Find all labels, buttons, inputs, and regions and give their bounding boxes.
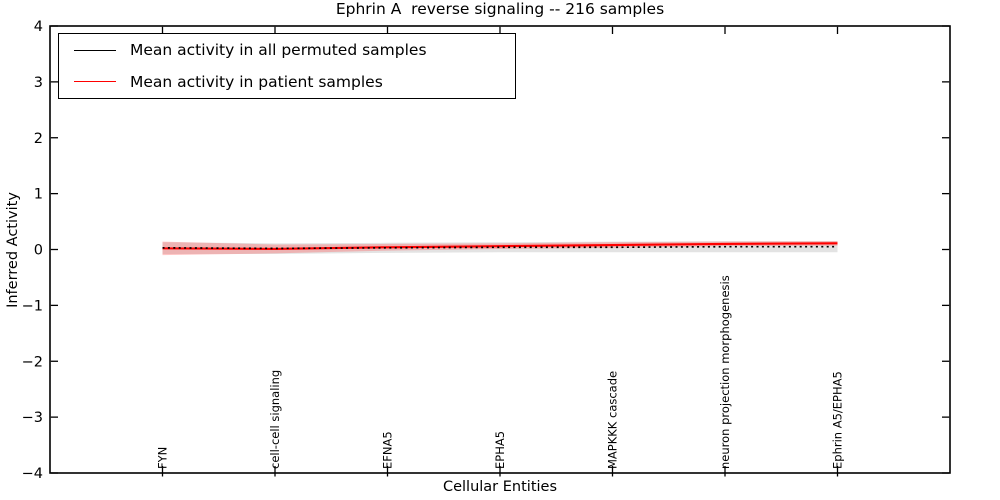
x-tick-label: neuron projection morphogenesis — [718, 275, 732, 469]
chart-title: Ephrin A reverse signaling -- 216 sample… — [335, 0, 665, 18]
x-tick-label: Ephrin A5/EPHA5 — [831, 371, 845, 469]
legend-item-patient: Mean activity in patient samples — [59, 67, 515, 97]
legend-label-patient: Mean activity in patient samples — [130, 72, 383, 91]
x-tick-label: EFNA5 — [381, 431, 395, 469]
y-tick-label: 0 — [34, 243, 43, 259]
x-tick-label: FYN — [156, 447, 170, 469]
y-tick-label: −1 — [22, 298, 43, 314]
y-tick-label: −2 — [22, 354, 43, 370]
y-tick-label: 4 — [34, 19, 43, 35]
legend: Mean activity in all permuted samples Me… — [58, 33, 516, 99]
mean-line-permuted — [162, 245, 838, 250]
legend-item-permuted: Mean activity in all permuted samples — [59, 35, 515, 65]
x-tick-label: MAPKKK cascade — [606, 371, 620, 469]
legend-line-permuted-icon — [74, 49, 116, 51]
legend-label-permuted: Mean activity in all permuted samples — [130, 41, 427, 60]
x-tick-label: cell-cell signaling — [268, 370, 282, 469]
y-tick-label: 3 — [34, 75, 43, 91]
legend-line-patient-icon — [74, 81, 116, 83]
y-axis-label: Inferred Activity — [5, 192, 21, 308]
y-tick-label: 2 — [34, 131, 43, 147]
x-axis-label: Cellular Entities — [442, 479, 558, 495]
y-tick-label: 1 — [34, 187, 43, 203]
y-tick-label: −4 — [22, 466, 43, 482]
x-tick-label: EPHA5 — [493, 431, 507, 469]
mean-line-patient — [162, 242, 838, 250]
y-tick-label: −3 — [22, 410, 43, 426]
